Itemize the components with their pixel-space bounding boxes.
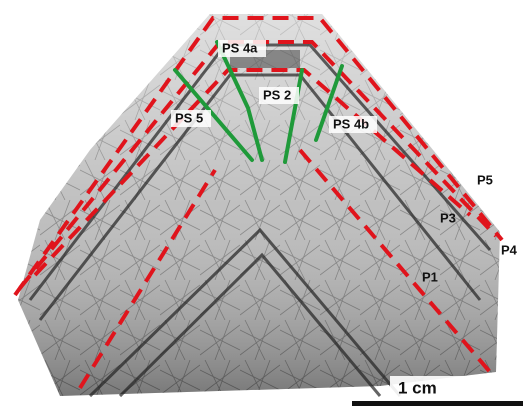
label: P1 — [422, 269, 438, 284]
figure: PS 4a PS 2 PS 5 PS 4b P5 P3 P4 P1 1 cm — [0, 0, 523, 408]
label: PS 2 — [263, 87, 291, 102]
scale-label: 1 cm — [398, 378, 437, 397]
label: P5 — [477, 172, 493, 187]
label: PS 4b — [333, 116, 369, 131]
label: P4 — [501, 242, 518, 257]
label: P3 — [440, 210, 456, 225]
label: PS 5 — [175, 110, 203, 125]
label: PS 4a — [222, 40, 258, 55]
